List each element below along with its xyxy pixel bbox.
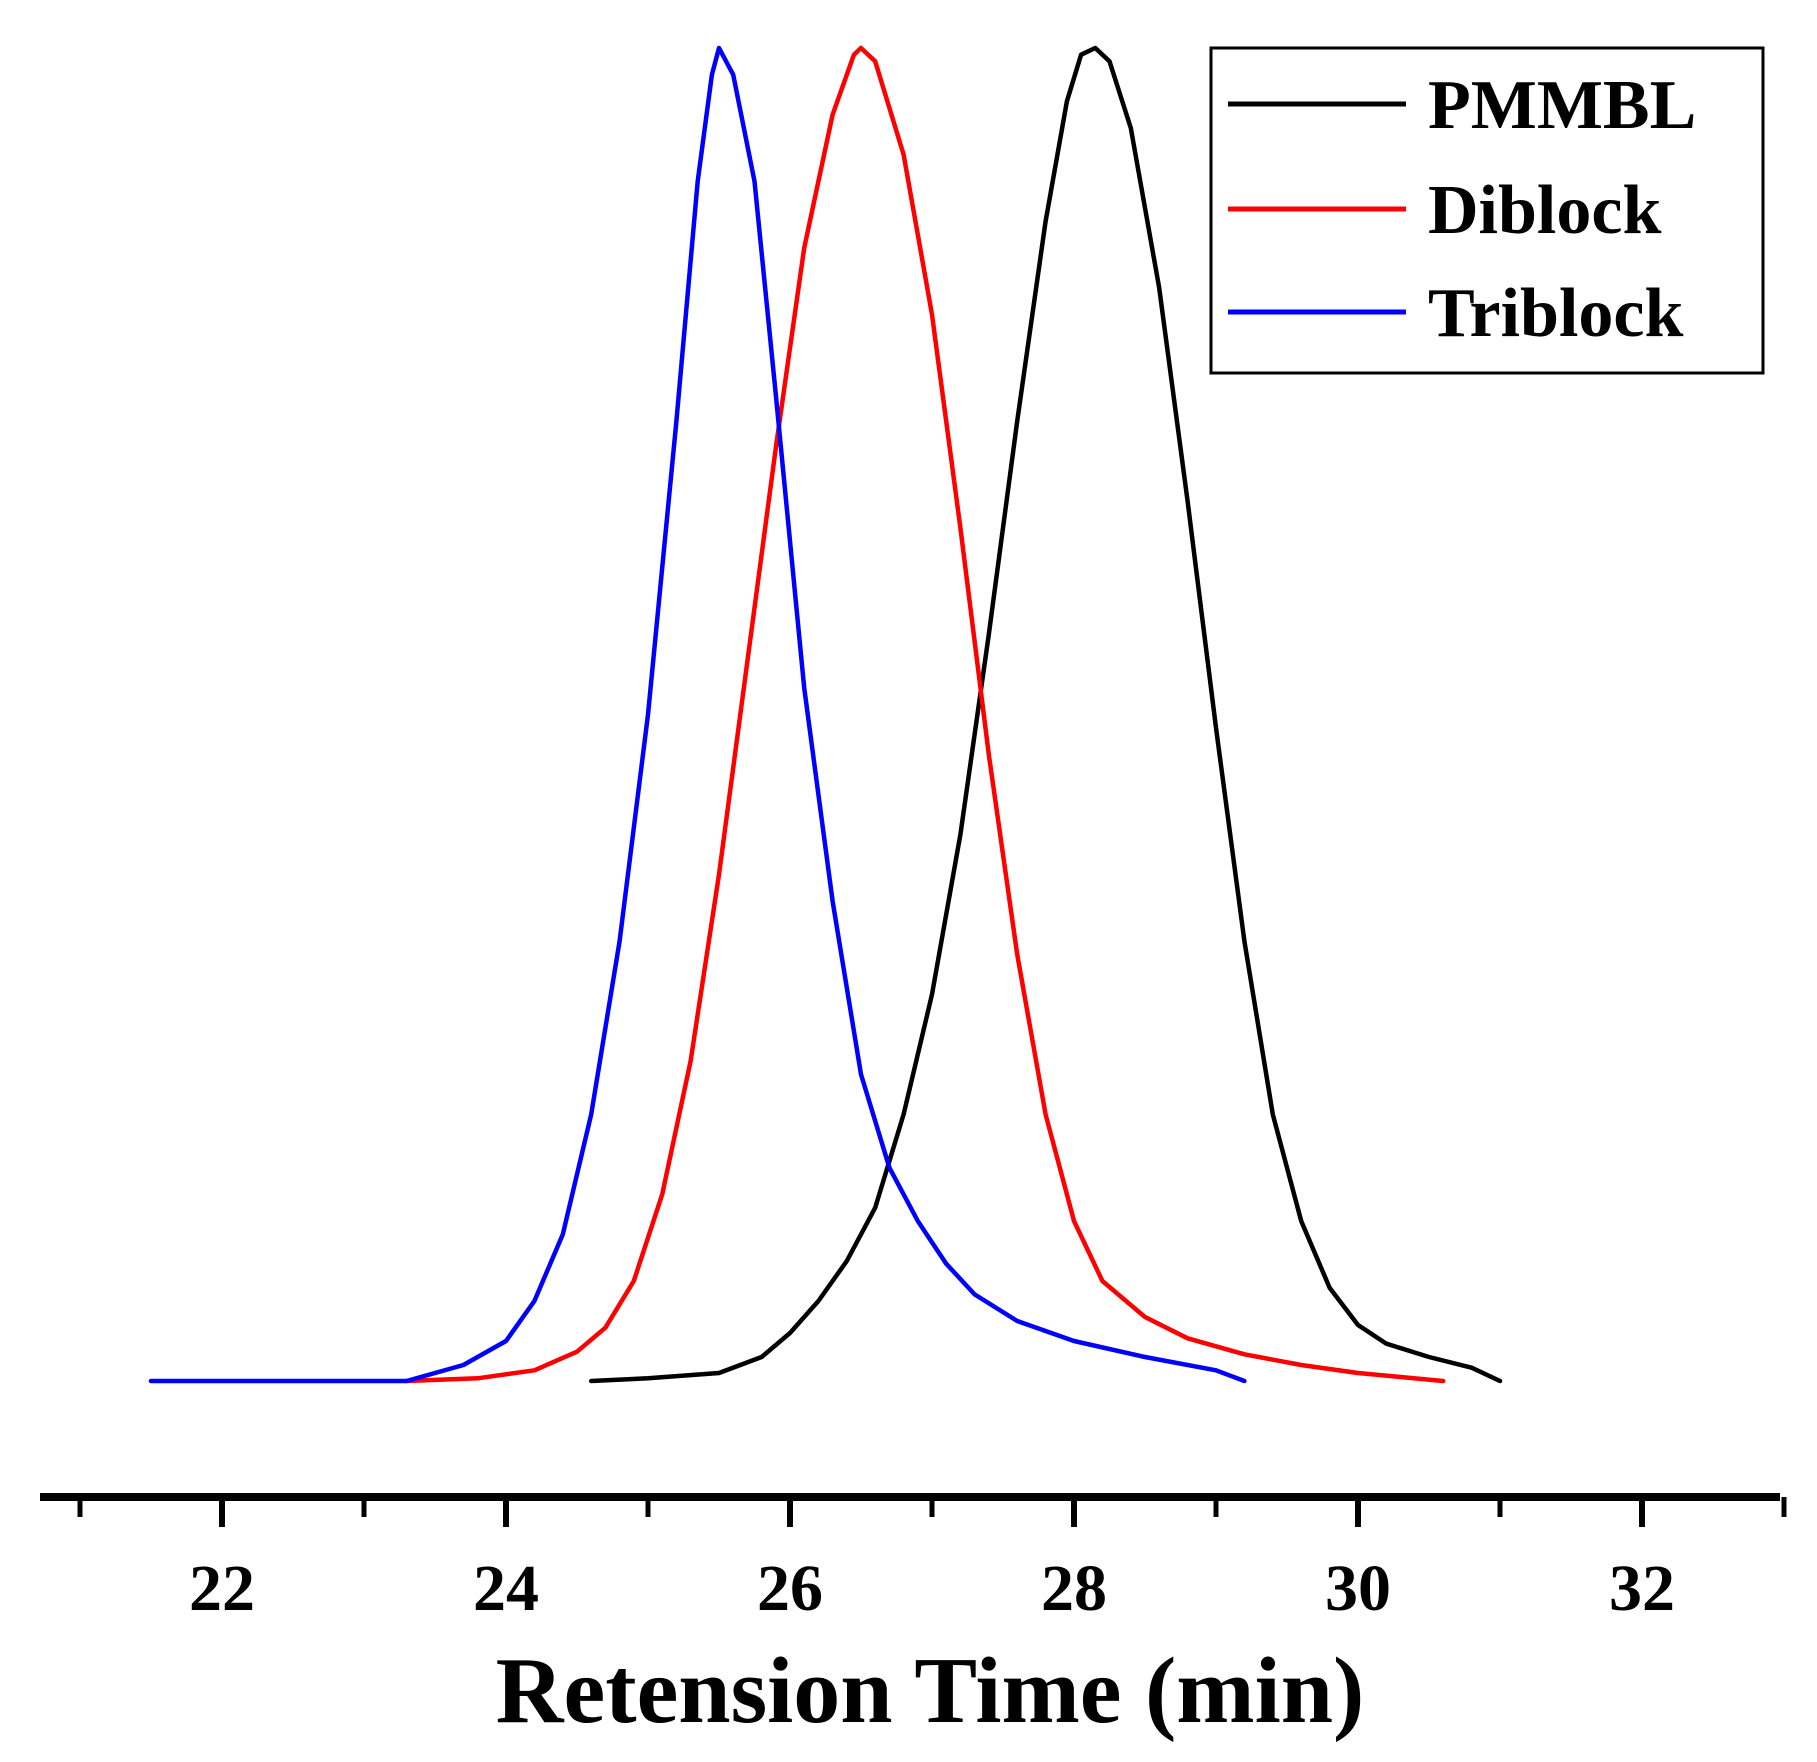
x-axis: 22 24 26 28 30 32 (40, 1493, 1787, 1625)
legend-label-triblock: Triblock (1428, 275, 1683, 352)
x-axis-title: Retension Time (min) (496, 1639, 1365, 1743)
x-tick-label-28: 28 (1041, 1552, 1107, 1625)
x-tick-label-30: 30 (1325, 1552, 1391, 1625)
legend-label-diblock: Diblock (1428, 172, 1661, 249)
x-tick-label-22: 22 (189, 1552, 255, 1625)
x-tick-label-24: 24 (473, 1552, 539, 1625)
legend-label-pmmbl: PMMBL (1428, 67, 1696, 144)
series-line-pmmbl (588, 45, 1503, 1384)
x-ticks (77, 1497, 1787, 1527)
legend-item-diblock: Diblock (1228, 172, 1661, 249)
legend-item-triblock: Triblock (1228, 275, 1683, 352)
legend: PMMBL Diblock Triblock (1209, 46, 1765, 375)
legend-item-pmmbl: PMMBL (1228, 67, 1696, 144)
series-line-triblock (148, 45, 1247, 1384)
series-line-diblock (404, 45, 1446, 1384)
x-tick-label-32: 32 (1609, 1552, 1675, 1625)
x-tick-label-26: 26 (757, 1552, 823, 1625)
x-tick-labels: 22 24 26 28 30 32 (189, 1552, 1675, 1625)
plot-area (148, 45, 1503, 1384)
